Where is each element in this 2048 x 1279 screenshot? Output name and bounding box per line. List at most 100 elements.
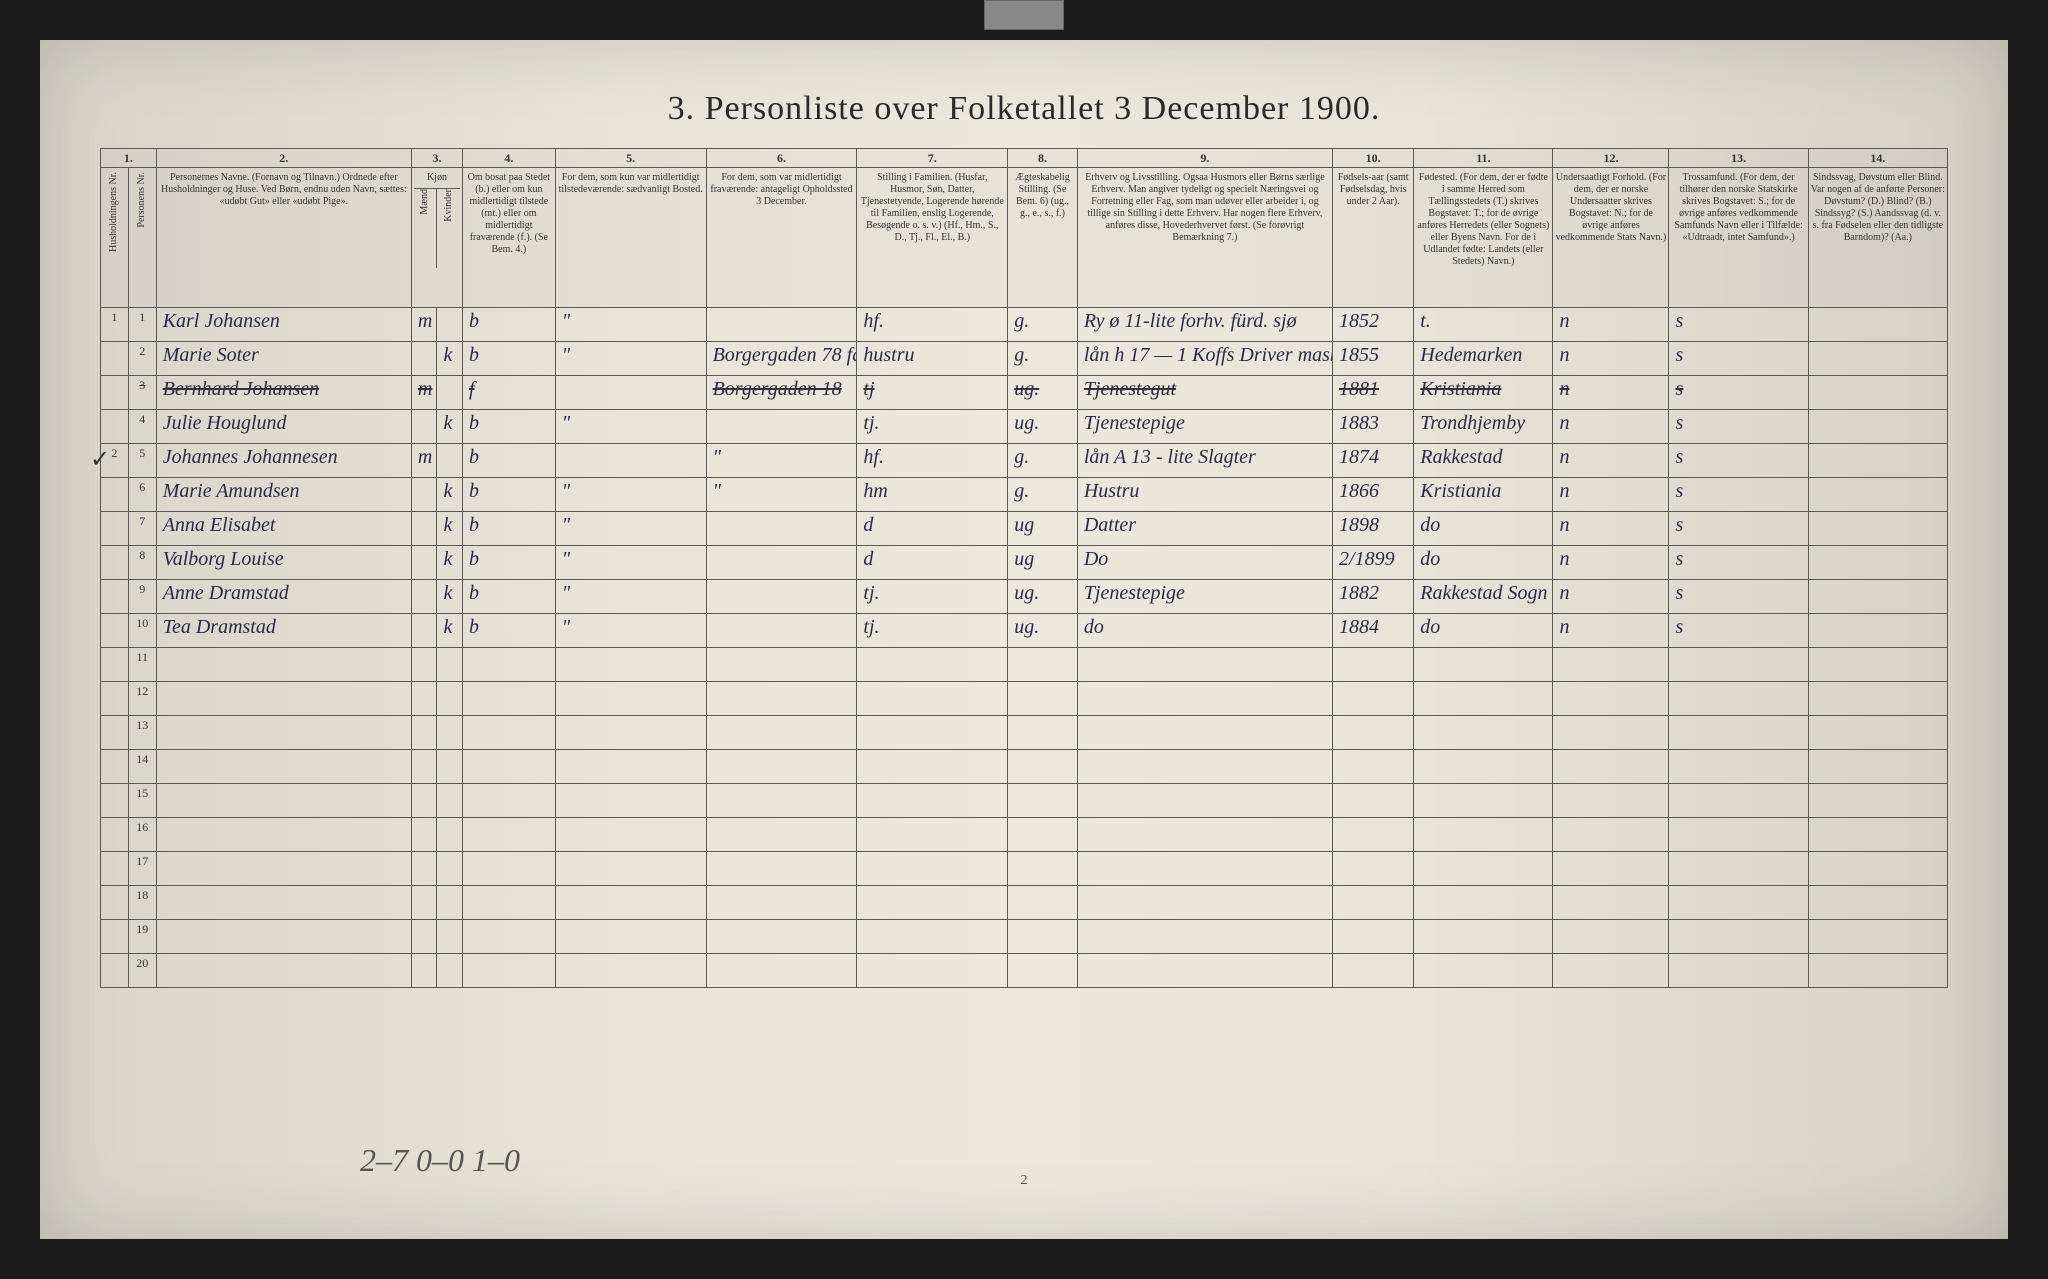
residence-status: b: [462, 580, 555, 614]
empty-cell: [1077, 784, 1332, 818]
empty-cell: [706, 886, 857, 920]
empty-cell: [1077, 954, 1332, 988]
occupation: Ry ø 11-lite forhv. fürd. sjø: [1077, 308, 1332, 342]
birth-year: 1882: [1333, 580, 1414, 614]
usual-place: ": [555, 580, 706, 614]
marital-status: g.: [1008, 444, 1078, 478]
binding-clip: [984, 0, 1064, 30]
empty-cell: [1669, 954, 1808, 988]
nationality: n: [1553, 376, 1669, 410]
usual-place: ": [555, 342, 706, 376]
empty-cell: [555, 784, 706, 818]
table-row: 10Tea Dramstadkb"tj.ug.do1884dons: [101, 614, 1948, 648]
religion: s: [1669, 308, 1808, 342]
table-row: 9Anne Dramstadkb"tj.ug.Tjenestepige1882R…: [101, 580, 1948, 614]
table-row-empty: 17: [101, 852, 1948, 886]
occupation: Do: [1077, 546, 1332, 580]
absent-place: ": [706, 478, 857, 512]
empty-cell: [411, 750, 437, 784]
birthplace: Trondhjemby: [1414, 410, 1553, 444]
empty-cell: [411, 784, 437, 818]
hdr-residence: Om bosat paa Stedet (b.) eller om kun mi…: [462, 168, 555, 308]
empty-cell: [706, 818, 857, 852]
absent-place: ": [706, 444, 857, 478]
empty-cell: [437, 920, 463, 954]
disability: [1808, 410, 1947, 444]
empty-cell: 18: [128, 886, 156, 920]
hdr-sex: Kjøn Mænd Kvinder: [411, 168, 462, 308]
page-number: 2: [1021, 1173, 1028, 1189]
table-row: 25Johannes Johannesenmb"hf.g.lån A 13 - …: [101, 444, 1948, 478]
marital-status: g.: [1008, 342, 1078, 376]
empty-cell: [1808, 920, 1947, 954]
hdr-name: Personernes Navne. (Fornavn og Tilnavn.)…: [156, 168, 411, 308]
occupation: do: [1077, 614, 1332, 648]
hdr-birthyear: Fødsels-aar (samt Fødselsdag, hvis under…: [1333, 168, 1414, 308]
household-nr: [101, 410, 129, 444]
table-row-empty: 20: [101, 954, 1948, 988]
empty-cell: [1414, 954, 1553, 988]
empty-cell: [1077, 716, 1332, 750]
empty-cell: [1808, 716, 1947, 750]
empty-cell: [156, 886, 411, 920]
colnum-5: 5.: [555, 149, 706, 168]
disability: [1808, 444, 1947, 478]
empty-cell: [437, 818, 463, 852]
empty-cell: [411, 954, 437, 988]
family-position: tj.: [857, 614, 1008, 648]
empty-cell: [1553, 954, 1669, 988]
empty-cell: [156, 750, 411, 784]
occupation: Tjenestegut: [1077, 376, 1332, 410]
person-nr: 9: [128, 580, 156, 614]
empty-cell: [1008, 784, 1078, 818]
empty-cell: [156, 682, 411, 716]
sex-male: [411, 546, 437, 580]
disability: [1808, 512, 1947, 546]
colnum-14: 14.: [1808, 149, 1947, 168]
empty-cell: [1808, 750, 1947, 784]
sex-male: m: [411, 376, 437, 410]
colnum-12: 12.: [1553, 149, 1669, 168]
household-nr: [101, 546, 129, 580]
empty-cell: [411, 648, 437, 682]
empty-cell: [437, 716, 463, 750]
person-nr: 6: [128, 478, 156, 512]
empty-cell: [101, 750, 129, 784]
empty-cell: [1553, 750, 1669, 784]
sex-male: [411, 614, 437, 648]
empty-cell: [411, 716, 437, 750]
hdr-occupation: Erhverv og Livsstilling. Ogsaa Husmors e…: [1077, 168, 1332, 308]
colnum-3: 3.: [411, 149, 462, 168]
census-page: 3. Personliste over Folketallet 3 Decemb…: [40, 40, 2008, 1239]
person-nr: 8: [128, 546, 156, 580]
table-row: 3Bernhard JohansenmfBorgergaden 18tjug.T…: [101, 376, 1948, 410]
occupation: Hustru: [1077, 478, 1332, 512]
birth-year: 2/1899: [1333, 546, 1414, 580]
household-nr: [101, 376, 129, 410]
empty-cell: [1553, 682, 1669, 716]
empty-cell: [411, 818, 437, 852]
nationality: n: [1553, 410, 1669, 444]
empty-cell: 20: [128, 954, 156, 988]
tally-footnote: 2–7 0–0 1–0: [360, 1142, 520, 1179]
person-name: Johannes Johannesen: [156, 444, 411, 478]
family-position: tj.: [857, 580, 1008, 614]
household-nr: 1: [101, 308, 129, 342]
empty-cell: [1669, 818, 1808, 852]
empty-cell: [857, 920, 1008, 954]
table-row: 6Marie Amundsenkb""hmg.Hustru1866Kristia…: [101, 478, 1948, 512]
person-nr: 5: [128, 444, 156, 478]
table-row-empty: 12: [101, 682, 1948, 716]
person-name: Tea Dramstad: [156, 614, 411, 648]
disability: [1808, 614, 1947, 648]
nationality: n: [1553, 308, 1669, 342]
birth-year: 1866: [1333, 478, 1414, 512]
census-table: 1. 2. 3. 4. 5. 6. 7. 8. 9. 10. 11. 12. 1…: [100, 148, 1948, 988]
empty-cell: [101, 716, 129, 750]
empty-cell: 13: [128, 716, 156, 750]
empty-cell: [1333, 682, 1414, 716]
empty-cell: [437, 784, 463, 818]
empty-cell: [101, 954, 129, 988]
occupation: lån A 13 - lite Slagter: [1077, 444, 1332, 478]
hdr-marital: Ægteskabelig Stilling. (Se Bem. 6) (ug.,…: [1008, 168, 1078, 308]
